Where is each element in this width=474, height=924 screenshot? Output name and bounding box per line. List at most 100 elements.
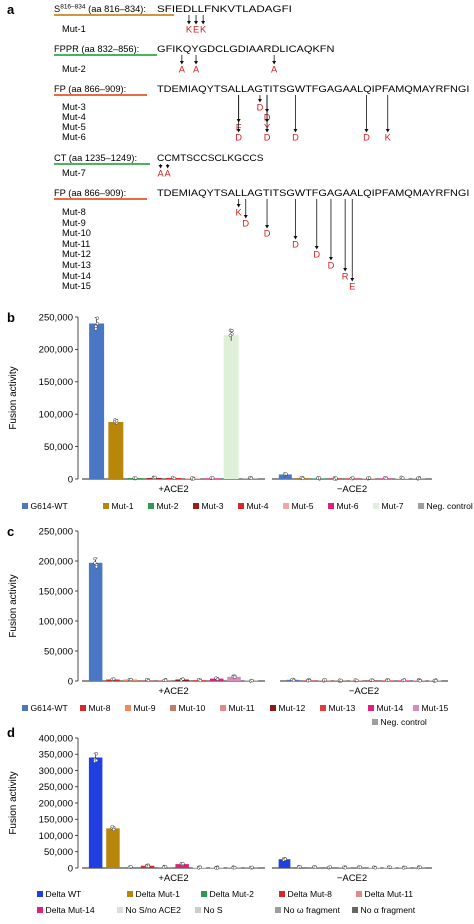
substitution-arrow-head: [364, 129, 369, 133]
legend-swatch: [238, 503, 244, 509]
substitution-residue: A: [193, 65, 200, 75]
sequence-group-ct: CT (aa 1235–1249): CCMTSCCSCLKGCCS Mut-7 A A: [54, 153, 264, 179]
substitution-residue: K: [200, 25, 207, 35]
y-tick-label: 300,000: [39, 766, 73, 777]
replicate-dot: [298, 865, 302, 869]
substitution-arrow-head: [201, 21, 206, 25]
replicate-dot: [110, 825, 114, 829]
group-label: +ACE2: [158, 484, 188, 495]
bar: [278, 474, 292, 479]
legend-swatch: [413, 705, 419, 711]
y-tick-label: 50,000: [44, 847, 73, 858]
substitution-residue: E: [349, 282, 355, 292]
region-label: FP (aa 866–909):: [54, 188, 126, 198]
legend-swatch: [193, 503, 199, 509]
replicate-dot: [343, 866, 347, 870]
legend-swatch: [372, 719, 378, 725]
replicate-dot: [228, 333, 233, 338]
legend-swatch: [103, 503, 109, 509]
legend-entry: Mut-8: [89, 703, 111, 713]
replicate-dot: [94, 758, 99, 763]
legend-entry: Delta WT: [46, 889, 83, 899]
substitution-residue: A: [179, 65, 186, 75]
replicate-dot: [95, 321, 100, 326]
substitution-arrow-head: [293, 129, 298, 133]
substitution-arrow-head: [350, 278, 355, 282]
substitution-residue: D: [363, 133, 370, 143]
substitution-residue: K: [186, 25, 193, 35]
replicate-dot: [146, 864, 151, 868]
substitution-residue: A: [271, 65, 278, 75]
replicate-dot: [358, 865, 362, 869]
replicate-dot: [250, 865, 254, 869]
replicate-dot: [402, 678, 406, 682]
y-axis-title: Fusion activity: [8, 771, 19, 834]
replicate-dot: [417, 476, 422, 481]
substitution-arrow-head: [265, 129, 270, 133]
substitution-residue: E: [193, 25, 199, 35]
y-tick-label: 200,000: [39, 798, 73, 809]
replicate-dot: [384, 476, 388, 481]
legend-entry: No S/no ACE2: [126, 905, 182, 915]
legend-entry: No ω fragment: [284, 905, 341, 915]
substitution-arrow-head: [385, 129, 390, 133]
substitution-arrow-head: [186, 21, 191, 25]
replicate-dot: [250, 678, 254, 683]
substitution-arrow-head: [265, 225, 270, 229]
amino-acid-sequence: GFIKQYGDCLGDIAARDLICAQKFN: [157, 44, 335, 54]
replicate-dot: [371, 678, 375, 683]
replicate-dot: [153, 475, 157, 480]
replicate-dot: [313, 865, 317, 869]
legend-swatch: [328, 503, 334, 509]
legend-swatch: [279, 891, 285, 897]
region-label: FPPR (aa 832–856):: [54, 44, 139, 54]
substitution-arrow-head: [293, 236, 298, 240]
legend-swatch: [22, 503, 28, 509]
sequence-group-fp2: FP (aa 866–909): TDEMIAQYTSALLAGTITSGWTFG…: [54, 188, 469, 292]
replicate-dot: [172, 476, 176, 480]
y-tick-label: 150,000: [39, 377, 73, 388]
legend-swatch: [195, 907, 201, 913]
legend-entry: G614-WT: [31, 703, 69, 713]
replicate-dot: [94, 752, 99, 756]
substitution-residue: D: [235, 133, 242, 143]
mutant-label: Mut-4: [62, 112, 86, 122]
replicate-dot: [198, 678, 202, 683]
replicate-dot: [215, 677, 220, 681]
y-axis-title: Fusion activity: [8, 574, 19, 637]
mutant-label: Mut-14: [62, 271, 91, 281]
legend-swatch: [320, 705, 326, 711]
sequence-group-s816: S816–834 (aa 816–834): SFIEDLLFNKVTLADAGF…: [54, 4, 292, 35]
y-tick-label: 50,000: [44, 646, 73, 657]
legend-entry: No S: [204, 905, 223, 915]
legend-swatch: [418, 503, 424, 509]
bar: [108, 421, 124, 479]
legend-entry: Delta Mut-11: [365, 889, 414, 899]
legend-swatch: [270, 705, 276, 711]
replicate-dot: [230, 328, 234, 333]
legend-swatch: [220, 705, 226, 711]
legend-swatch: [368, 705, 374, 711]
amino-acid-sequence: SFIEDLLFNKVTLADAGFI: [157, 4, 292, 14]
legend-entry: Delta Mut-1: [136, 889, 181, 899]
legend-entry: Neg. control: [427, 501, 473, 511]
mutant-label: Mut-13: [62, 260, 91, 270]
legend-entry: Delta Mut-8: [288, 889, 333, 899]
replicate-dot: [93, 557, 97, 561]
replicate-dot: [367, 476, 372, 480]
replicate-dot: [129, 865, 133, 869]
replicate-dot: [181, 677, 185, 681]
legend-entry: Mut-4: [247, 501, 269, 511]
legend-swatch: [275, 907, 281, 913]
mutant-label: Mut-15: [62, 281, 91, 291]
legend-entry: Mut-14: [377, 703, 404, 713]
region-label: CT (aa 1235–1249):: [54, 153, 137, 163]
substitution-residue: D: [264, 133, 271, 143]
bar: [175, 864, 189, 868]
replicate-dot: [94, 565, 99, 569]
substitution-residue: D: [328, 261, 335, 271]
replicate-dot: [181, 862, 185, 866]
y-tick-label: 100,000: [39, 616, 73, 627]
mutant-label: Mut-9: [62, 218, 86, 228]
substitution-residue: K: [236, 208, 243, 218]
